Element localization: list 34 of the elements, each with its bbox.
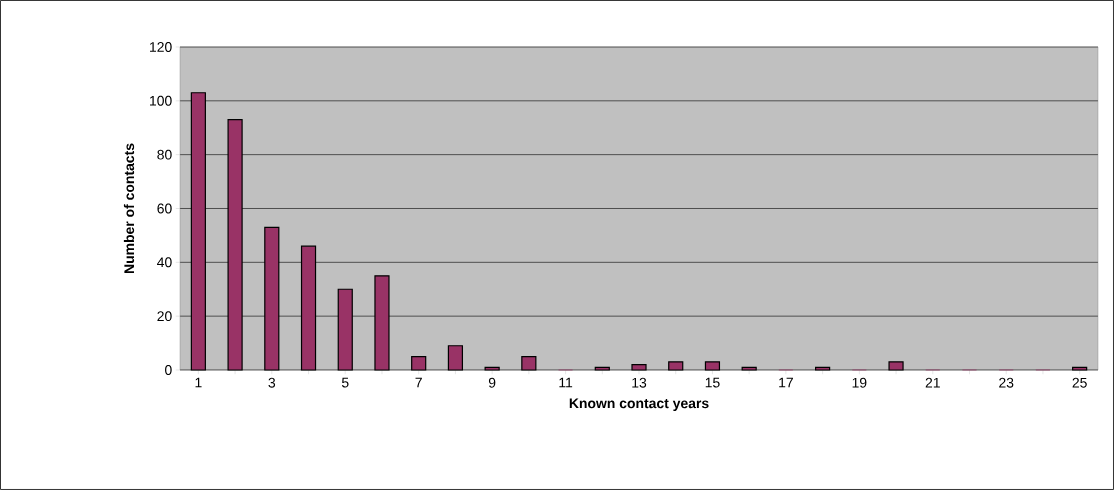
x-tick-label: 21 bbox=[925, 377, 940, 388]
bar bbox=[815, 366, 831, 371]
y-tick-label: 100 bbox=[150, 95, 172, 106]
bar bbox=[484, 366, 500, 371]
bar bbox=[888, 361, 904, 371]
x-tick-label: 15 bbox=[705, 377, 720, 388]
y-tick-label: 0 bbox=[165, 365, 172, 375]
x-tick-label: 23 bbox=[999, 377, 1014, 388]
x-tick-label: 7 bbox=[415, 377, 422, 388]
x-tick-label: 3 bbox=[268, 377, 276, 388]
bar bbox=[741, 366, 757, 371]
x-axis-title: Known contact years bbox=[569, 398, 709, 411]
bar bbox=[521, 355, 537, 371]
y-tick-label: 120 bbox=[150, 42, 172, 52]
y-axis-title: Number of contacts bbox=[123, 143, 135, 274]
bar bbox=[631, 364, 647, 371]
x-tick-label: 11 bbox=[559, 377, 573, 388]
y-tick-label: 20 bbox=[157, 311, 172, 322]
x-tick-label: 9 bbox=[488, 377, 496, 388]
y-tick-label: 80 bbox=[157, 149, 172, 160]
x-tick-label: 13 bbox=[632, 377, 647, 388]
bar bbox=[447, 345, 464, 371]
bar bbox=[411, 355, 427, 371]
x-tick-label: 17 bbox=[779, 377, 793, 388]
bar bbox=[1072, 366, 1088, 371]
bar bbox=[704, 361, 721, 371]
y-tick-label: 40 bbox=[157, 257, 172, 268]
x-tick-label: 1 bbox=[195, 377, 202, 388]
bar bbox=[594, 366, 610, 371]
bar bbox=[668, 361, 684, 371]
x-tick-label: 19 bbox=[852, 377, 867, 388]
x-tick-label: 25 bbox=[1072, 377, 1087, 388]
y-tick-label: 60 bbox=[157, 203, 172, 214]
x-tick-label: 5 bbox=[341, 377, 349, 388]
